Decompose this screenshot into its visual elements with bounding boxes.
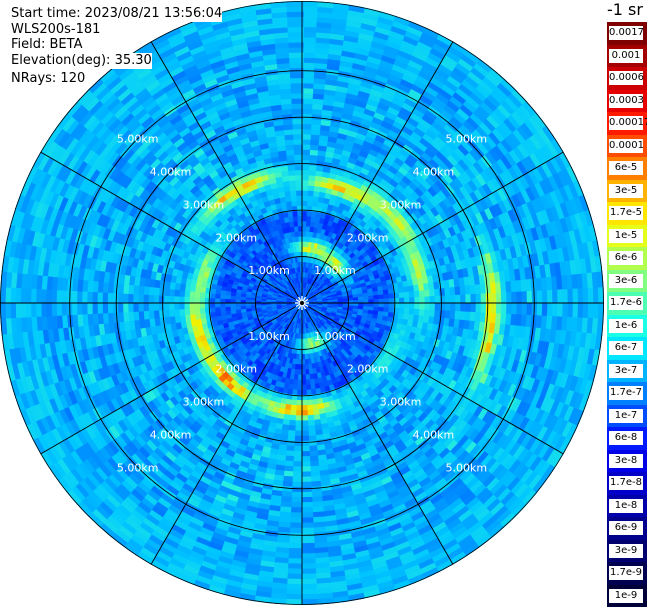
colorbar-swatch: 6e-7 [607, 337, 647, 360]
lidar-origin-icon [295, 296, 309, 310]
elevation-value: 35.30 [114, 53, 152, 68]
colorbar-tick-label: 3e-6 [609, 273, 643, 288]
range-ring-label: 1.00km [314, 330, 356, 343]
colorbar-tick-label: 0.0017 [609, 26, 644, 40]
azimuth-spoke [301, 41, 454, 304]
colorbar-swatch: 1e-6 [607, 314, 647, 337]
colorbar-swatch: 6e-9 [607, 517, 647, 540]
azimuth-spoke [150, 41, 303, 304]
azimuth-spoke [150, 302, 303, 565]
range-ring-label: 5.00km [117, 461, 159, 474]
range-ring-label: 2.00km [347, 363, 389, 376]
colorbar-swatch: 1e-9 [607, 584, 647, 607]
colorbar-swatch: 3e-5 [607, 179, 647, 202]
colorbar-swatch: 6e-6 [607, 247, 647, 270]
colorbar-swatch: 0.00017 [607, 112, 647, 135]
range-ring-label: 1.00km [314, 264, 356, 277]
azimuth-spoke [40, 302, 303, 455]
colorbar-swatch: 1e-8 [607, 494, 647, 517]
colorbar-tick-label: 6e-8 [609, 431, 643, 445]
range-ring-label: 5.00km [446, 133, 488, 146]
colorbar-tick-label: 1e-7 [609, 408, 643, 423]
range-ring-label: 1.00km [248, 264, 290, 277]
colorbar-swatch: 6e-8 [607, 427, 647, 450]
colorbar-swatch: 1.7e-8 [607, 472, 647, 495]
colorbar-swatch: 1e-5 [607, 224, 647, 247]
polar-grid: 1.00km 2.00km 3.00km 4.00km 5.00km 1.00km 2.00… [0, 1, 604, 605]
colorbar-unit-title: -1 sr [607, 0, 643, 19]
azimuth-spoke [301, 302, 564, 455]
range-ring-label: 3.00km [380, 396, 422, 409]
colorbar-tick-label: 1e-9 [609, 588, 643, 603]
colorbar-tick-label: 1.7e-9 [609, 566, 643, 580]
colorbar-tick-label: 0.0006 [609, 71, 644, 85]
colorbar-tick-label: 0.00017 [609, 116, 647, 130]
colorbar: 0.0017 0.001 0.0006 0.0003 0.00017 0.0001 6e-5… [607, 22, 647, 607]
range-ring-label: 2.00km [216, 363, 258, 376]
range-ring-label: 4.00km [413, 428, 455, 441]
range-ring-label: 4.00km [150, 166, 192, 179]
range-ring-label: 5.00km [117, 133, 159, 146]
colorbar-tick-label: 1e-6 [609, 318, 643, 333]
colorbar-tick-label: 6e-9 [609, 521, 643, 535]
colorbar-tick-label: 0.0003 [609, 93, 644, 108]
instrument-label: WLS200s-181 [11, 22, 101, 38]
azimuth-spoke [40, 151, 303, 304]
colorbar-tick-label: 1e-8 [609, 498, 643, 513]
colorbar-swatch: 1.7e-6 [607, 292, 647, 315]
colorbar-swatch: 0.0017 [607, 22, 647, 45]
colorbar-tick-label: 3e-5 [609, 183, 643, 198]
range-ring-label: 3.00km [183, 396, 225, 409]
colorbar-tick-label: 3e-7 [609, 363, 643, 378]
range-ring-label: 4.00km [150, 428, 192, 441]
colorbar-swatch: 0.0006 [607, 67, 647, 90]
colorbar-swatch: 1e-7 [607, 404, 647, 427]
colorbar-tick-label: 6e-7 [609, 341, 643, 355]
range-ring-label: 5.00km [446, 461, 488, 474]
colorbar-tick-label: 1.7e-7 [609, 386, 643, 400]
colorbar-swatch: 3e-6 [607, 269, 647, 292]
colorbar-tick-label: 0.001 [609, 48, 643, 63]
colorbar-swatch: 1.7e-9 [607, 562, 647, 585]
colorbar-tick-label: 3e-9 [609, 543, 643, 558]
colorbar-tick-label: 1.7e-6 [609, 296, 643, 310]
backscatter-field [0, 1, 604, 605]
start-time-label: Start time: 2023/08/21 13:56:04 [11, 6, 223, 22]
colorbar-tick-label: 1.7e-5 [609, 206, 643, 220]
colorbar-swatch: 0.0003 [607, 89, 647, 112]
colorbar-swatch: 0.0001 [607, 134, 647, 157]
range-ring-label: 3.00km [380, 198, 422, 211]
nrays-label: NRays: 120 [11, 71, 86, 87]
azimuth-spoke [301, 151, 564, 304]
range-ring-label: 2.00km [347, 231, 389, 244]
colorbar-swatch: 3e-9 [607, 539, 647, 562]
colorbar-swatch: 0.001 [607, 44, 647, 67]
range-ring-label: 4.00km [413, 166, 455, 179]
range-ring-label: 2.00km [216, 231, 258, 244]
colorbar-swatch: 3e-8 [607, 449, 647, 472]
colorbar-tick-label: 0.0001 [609, 138, 644, 153]
colorbar-swatch: 1.7e-5 [607, 202, 647, 225]
colorbar-swatch: 1.7e-7 [607, 382, 647, 405]
colorbar-tick-label: 1e-5 [609, 228, 643, 243]
colorbar-tick-label: 6e-6 [609, 251, 643, 265]
field-label: Field: BETA [11, 37, 83, 53]
colorbar-swatch: 6e-5 [607, 157, 647, 180]
colorbar-swatch: 3e-7 [607, 359, 647, 382]
colorbar-tick-label: 3e-8 [609, 453, 643, 468]
range-ring-label: 1.00km [248, 330, 290, 343]
elevation-caption: Elevation(deg): [11, 53, 111, 68]
elevation-label: Elevation(deg): 35.30 [11, 53, 152, 69]
colorbar-tick-label: 6e-5 [609, 161, 643, 175]
range-ring-label: 3.00km [183, 198, 225, 211]
azimuth-spoke [301, 302, 454, 565]
colorbar-tick-label: 1.7e-8 [609, 476, 643, 490]
